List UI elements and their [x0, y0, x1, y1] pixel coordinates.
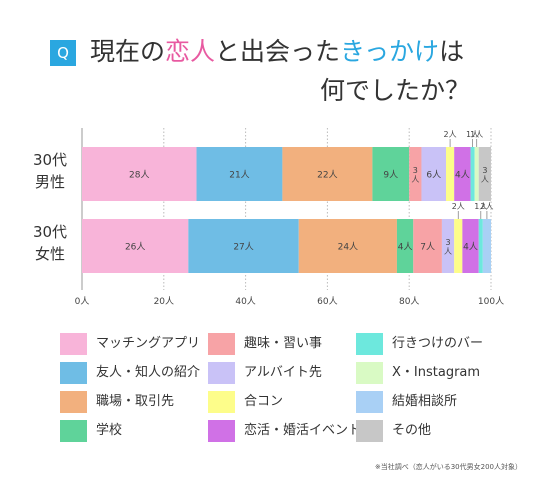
bar-data-label: 4人 — [463, 242, 478, 253]
bar-segment — [478, 147, 491, 201]
bar-data-label-outside: 2人 — [480, 202, 493, 211]
bar-segment — [282, 147, 373, 201]
legend-label: 職場・取引先 — [96, 394, 175, 409]
legend-label: 趣味・習い事 — [244, 336, 323, 351]
bar-data-label: 7人 — [420, 242, 435, 253]
legend-label: X・Instagram — [392, 365, 481, 380]
bar-segment — [482, 219, 491, 273]
bar-data-label-unit: 人 — [411, 175, 419, 184]
bar-data-label: 21人 — [229, 170, 249, 181]
bar-data-label-outside: 2人 — [452, 202, 465, 211]
bar-data-label: 27人 — [233, 242, 253, 253]
legend-label: アルバイト先 — [244, 365, 322, 380]
bar-data-label-outside: 1人 — [466, 130, 479, 139]
legend-swatch — [356, 420, 383, 442]
legend-swatch — [356, 391, 383, 413]
x-tick-label: 60人 — [317, 296, 337, 307]
bar-data-label: 24人 — [338, 242, 358, 253]
category-label: 男性 — [35, 173, 65, 191]
bar-data-label: 3 — [413, 166, 418, 175]
bar-segment — [446, 147, 455, 201]
bar-data-label: 4人 — [398, 242, 413, 253]
x-tick-label: 0人 — [75, 296, 90, 307]
bar-segment — [82, 219, 189, 273]
bar-data-label: 3 — [446, 238, 451, 247]
bar-segment — [454, 147, 471, 201]
bar-segment — [372, 147, 410, 201]
chart-title: Q 現在の恋人と出会ったきっかけは 何でしたか？ — [0, 0, 536, 110]
legend-swatch — [60, 391, 87, 413]
legend-label: 恋活・婚活イベント — [244, 423, 362, 438]
bar-data-label: 3 — [482, 166, 487, 175]
bar-segment — [188, 219, 299, 273]
legend-label: 行きつけのバー — [392, 336, 484, 351]
bar-segment — [82, 147, 197, 201]
bar-data-label: 28人 — [129, 170, 149, 181]
legend-label: 結婚相談所 — [392, 394, 458, 409]
bar-segment — [421, 147, 447, 201]
legend-label: 友人・知人の紹介 — [96, 365, 201, 380]
bar-segment — [470, 147, 475, 201]
legend-swatch — [356, 362, 383, 384]
legend-label: 学校 — [96, 423, 123, 438]
bar-segment — [441, 219, 455, 273]
bar-segment — [478, 219, 483, 273]
bar-data-label-outside: 2人 — [444, 130, 457, 139]
bar-segment — [454, 219, 463, 273]
bar-segment — [298, 219, 397, 273]
category-label: 30代 — [33, 151, 67, 169]
bar-segment — [413, 219, 442, 273]
title-line-1: 現在の恋人と出会ったきっかけは — [90, 34, 464, 70]
bar-data-label-outside: 1人 — [474, 202, 487, 211]
legend-swatch — [60, 362, 87, 384]
bar-segment — [396, 219, 414, 273]
x-tick-label: 80人 — [399, 296, 419, 307]
bar-segment — [474, 147, 479, 201]
bar-segment — [462, 219, 479, 273]
legend-swatch — [208, 362, 235, 384]
x-tick-label: 20人 — [154, 296, 174, 307]
title-highlight-kikkake: きっかけ — [340, 37, 440, 66]
legend-swatch — [60, 333, 87, 355]
bar-data-label-unit: 人 — [444, 247, 452, 256]
title-line-2: 何でしたか？ — [320, 76, 471, 105]
title-highlight-koibito: 恋人 — [165, 37, 216, 66]
bar-data-label: 4人 — [455, 170, 470, 181]
bar-segment — [409, 147, 422, 201]
bar-data-label: 22人 — [317, 170, 337, 181]
legend-swatch — [208, 333, 235, 355]
category-label: 30代 — [33, 223, 67, 241]
legend-swatch — [356, 333, 383, 355]
bar-data-label: 9人 — [383, 170, 398, 181]
x-tick-label: 100人 — [478, 296, 504, 307]
title-part-1: 現在の — [90, 37, 166, 66]
x-tick-label: 40人 — [235, 296, 255, 307]
q-badge: Q — [50, 40, 76, 66]
title-part-2: と出会った — [215, 37, 341, 66]
legend-label: その他 — [392, 423, 432, 438]
category-label: 女性 — [35, 245, 65, 263]
title-part-3: は — [439, 37, 465, 66]
legend-swatch — [60, 420, 87, 442]
legend-swatch — [208, 420, 235, 442]
bar-data-label-unit: 人 — [481, 175, 489, 184]
bar-segment — [196, 147, 283, 201]
legend-label: マッチングアプリ — [96, 336, 201, 351]
bar-data-label-outside: 1人 — [470, 130, 483, 139]
bar-data-label: 6人 — [426, 170, 441, 181]
survey-note: ※当社調べ（恋人がいる30代男女200人対象） — [374, 463, 522, 471]
legend-swatch — [208, 391, 235, 413]
legend-label: 合コン — [244, 394, 284, 409]
bar-data-label: 26人 — [125, 242, 145, 253]
